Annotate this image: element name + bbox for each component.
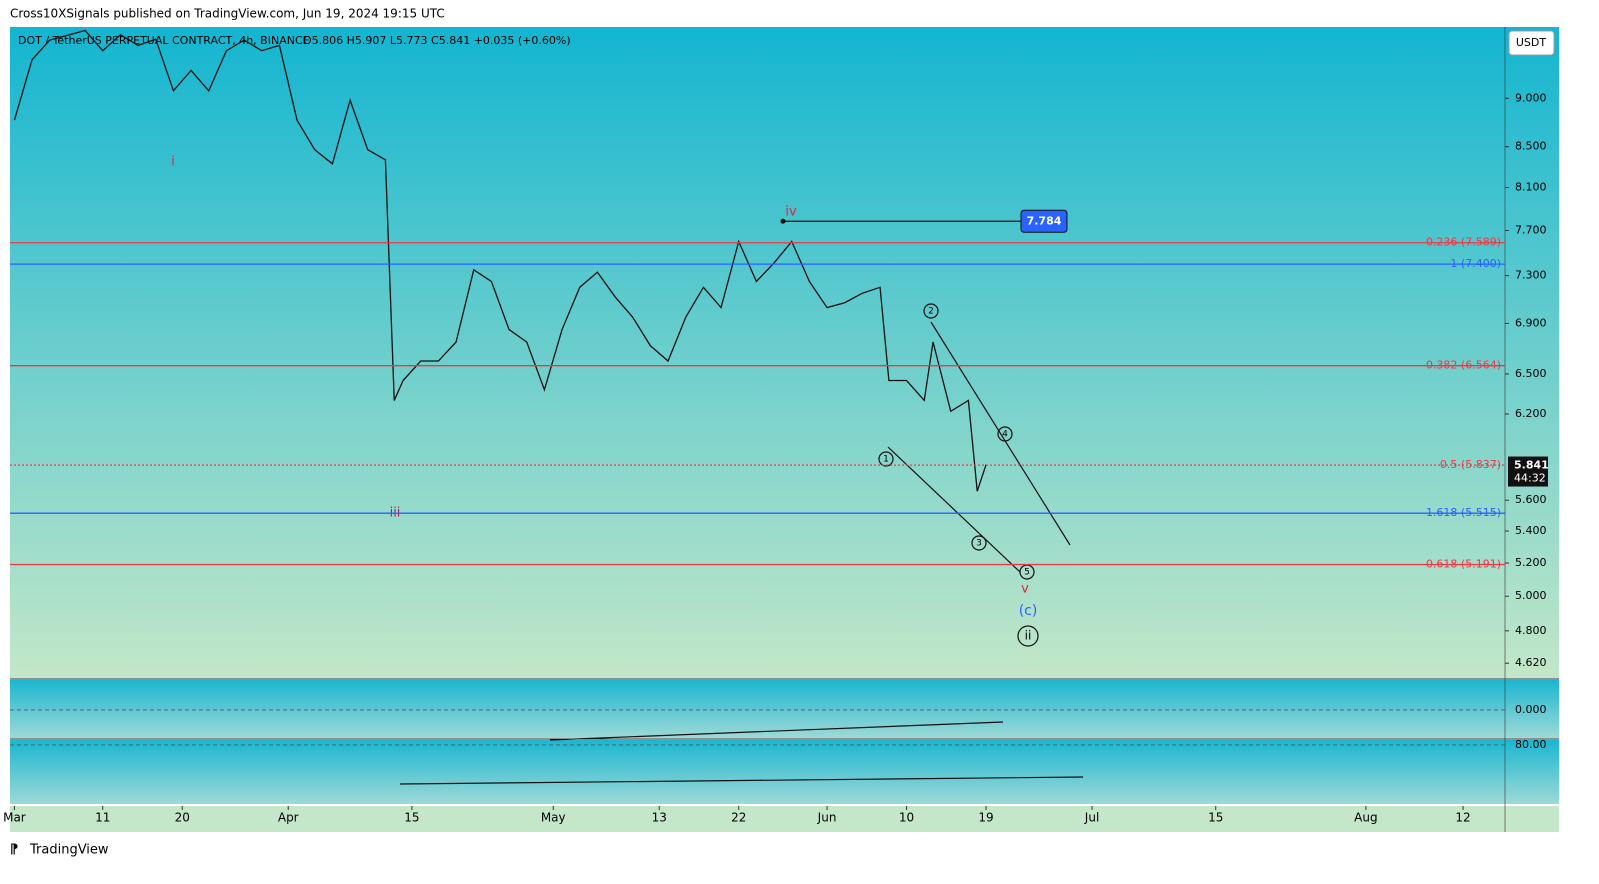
countdown: 44:32: [1514, 472, 1546, 485]
y-tick-label: 5.400: [1515, 524, 1547, 537]
last-price: 5.841: [1514, 459, 1549, 472]
x-tick-label: 10: [899, 811, 914, 825]
wave-label: 1: [883, 455, 889, 465]
fib-label: 0.382 (6.564): [1426, 359, 1501, 372]
wave-label: i: [171, 155, 175, 170]
y-tick-label: 4.800: [1515, 624, 1547, 637]
fib-label: 0.618 (5.191): [1426, 557, 1501, 570]
wave-label: v: [1021, 582, 1029, 597]
x-tick-label: 15: [1208, 811, 1223, 825]
published: Cross10XSignals published on TradingView…: [10, 7, 445, 21]
pane-tick-label: 80.00: [1515, 738, 1547, 751]
pane-tick-label: 0.000: [1515, 703, 1547, 716]
x-tick-label: 12: [1455, 811, 1470, 825]
y-tick-label: 8.500: [1515, 140, 1547, 153]
y-tick-label: 4.620: [1515, 656, 1547, 669]
brand-logo: ⁋: [10, 843, 18, 858]
x-tick-label: 15: [404, 811, 419, 825]
y-tick-label: 6.200: [1515, 407, 1547, 420]
price-line: [13, 29, 987, 492]
x-tick-label: 19: [978, 811, 993, 825]
y-tick-label: 6.500: [1515, 367, 1547, 380]
wave-label: 5: [1024, 568, 1030, 578]
fib-label: 1 (7.400): [1450, 257, 1501, 270]
wave-label: iv: [785, 205, 797, 220]
x-tick-label: Jun: [817, 811, 837, 825]
macd-pane: [10, 680, 1559, 738]
brand: TradingView: [29, 843, 109, 858]
x-tick-label: Mar: [3, 811, 26, 825]
rsi-pane: [10, 740, 1559, 804]
currency-button[interactable]: [1508, 30, 1555, 56]
plot: [13, 29, 987, 492]
y-tick-label: 8.100: [1515, 181, 1547, 194]
x-tick-label: Apr: [278, 811, 299, 825]
fib-label: 1.618 (5.515): [1426, 506, 1501, 519]
y-tick-label: 7.700: [1515, 223, 1547, 236]
drawings: [399, 303, 1084, 785]
fib-label: 0.5 (5.837): [1440, 458, 1501, 471]
y-tick-label: 5.200: [1515, 556, 1547, 569]
x-tick-label: May: [541, 811, 566, 825]
wave-label: 2: [928, 307, 934, 317]
x-tick-label: 22: [731, 811, 746, 825]
main-pane: [10, 27, 1559, 678]
last-price-box: [1508, 456, 1548, 487]
y-tick-label: 9.000: [1515, 91, 1547, 104]
wave-label: 4: [1002, 430, 1008, 440]
wave-label: 3: [976, 539, 982, 549]
y-tick-label: 5.600: [1515, 493, 1547, 506]
y-tick-label: 7.300: [1515, 269, 1547, 282]
ohlc: O5.806 H5.907 L5.773 C5.841 +0.035 (+0.6…: [303, 34, 571, 47]
x-tick-label: 20: [175, 811, 190, 825]
x-tick-label: 11: [95, 811, 110, 825]
wave-label: ii: [1025, 629, 1032, 643]
marker-dot: [780, 218, 786, 224]
x-tick-label: 13: [652, 811, 667, 825]
x-tick-label: Jul: [1084, 811, 1099, 825]
symbol: DOT / TetherUS PERPETUAL CONTRACT, 4h, B…: [18, 34, 310, 47]
wave-label: (c): [1019, 603, 1038, 619]
y-tick-label: 6.900: [1515, 316, 1547, 329]
time-axis: [10, 806, 1559, 832]
marker-label: 7.784: [1027, 214, 1062, 227]
fib-label: 0.236 (7.589): [1426, 236, 1501, 249]
y-tick-label: 5.000: [1515, 589, 1547, 602]
marker-box: [1020, 209, 1068, 233]
x-tick-label: Aug: [1354, 811, 1377, 825]
currency[interactable]: USDT: [1516, 36, 1547, 49]
